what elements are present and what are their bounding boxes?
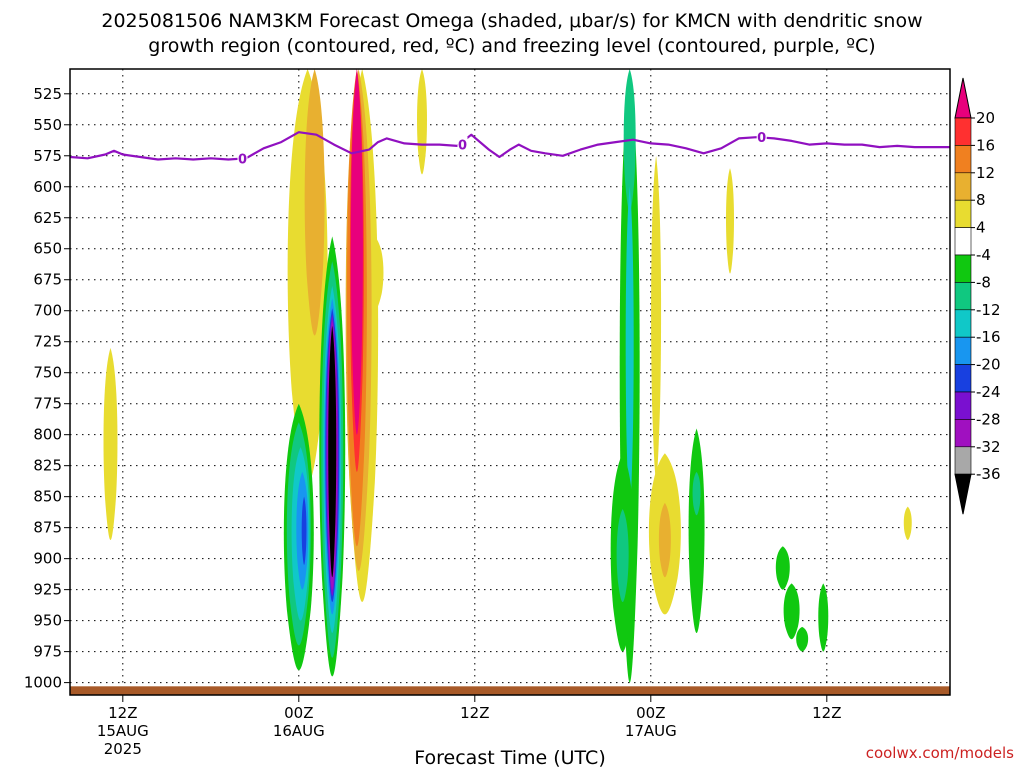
colorbar-segment — [954, 364, 972, 393]
y-tick-label: 875 — [33, 519, 62, 537]
y-tick-label: 950 — [33, 612, 62, 630]
y-tick-label: 550 — [33, 116, 62, 134]
y-tick-label: 675 — [33, 271, 62, 289]
colorbar-label: -12 — [976, 301, 1001, 319]
colorbar-label: -32 — [976, 438, 1001, 456]
omega-region — [103, 347, 118, 541]
plot-area: 0 0 0 — [70, 69, 950, 695]
x-tick-year: 2025 — [104, 740, 142, 758]
y-tick-label: 850 — [33, 488, 62, 506]
omega-region — [796, 626, 809, 652]
freezing-level-label-bg — [457, 136, 468, 152]
x-tick-label: 12Z — [108, 704, 137, 722]
y-tick-label: 800 — [33, 426, 62, 444]
x-axis-label: Forecast Time (UTC) — [414, 747, 605, 768]
colorbar-label: 12 — [976, 164, 995, 182]
omega-region — [688, 428, 705, 634]
colorbar-segment — [954, 446, 972, 475]
x-tick-date: 16AUG — [273, 722, 325, 740]
omega-region — [651, 155, 662, 479]
x-tick-label: 00Z — [636, 704, 665, 722]
pressure-axis: 525 550 575 600 625 650 675 700 725 750 775 800 825 8… — [24, 85, 70, 692]
x-tick-label: 12Z — [460, 704, 489, 722]
y-tick-label: 525 — [33, 85, 62, 103]
y-tick-label: 975 — [33, 643, 62, 661]
omega-region — [783, 583, 800, 640]
colorbar-segment — [954, 145, 972, 174]
y-tick-label: 775 — [33, 395, 62, 413]
y-tick-label: 925 — [33, 581, 62, 599]
y-tick-label: 750 — [33, 364, 62, 382]
y-tick-label: 700 — [33, 302, 62, 320]
colorbar-segment — [954, 309, 972, 338]
y-tick-label: 725 — [33, 333, 62, 351]
chart-title-line-1: 2025081506 NAM3KM Forecast Omega (shaded… — [101, 10, 922, 32]
credit-text: coolwx.com/models — [866, 744, 1014, 762]
chart-title-line-2: growth region (contoured, red, ºC) and f… — [148, 35, 875, 57]
colorbar-top-arrow — [954, 77, 972, 119]
omega-region — [350, 69, 363, 435]
colorbar-label: -20 — [976, 356, 1001, 374]
grid-lines — [70, 69, 950, 695]
plot-frame — [69, 68, 951, 696]
colorbar-segment — [954, 254, 972, 283]
freezing-level-label-bg — [756, 129, 767, 145]
omega-region — [301, 496, 307, 565]
colorbar-label: -8 — [976, 273, 991, 291]
x-tick-label: 00Z — [284, 704, 313, 722]
x-tick-label: 12Z — [812, 704, 841, 722]
freezing-level-label: 0 — [458, 139, 467, 154]
colorbar-bottom-arrow — [954, 473, 972, 515]
colorbar-segment — [954, 391, 972, 420]
freezing-level-label-bg — [237, 150, 248, 166]
colorbar-label: -4 — [976, 246, 991, 264]
omega-region — [658, 502, 671, 578]
omega-region — [328, 325, 337, 578]
colorbar-label: 8 — [976, 191, 986, 209]
omega-region — [616, 509, 629, 603]
y-tick-label: 600 — [33, 178, 62, 196]
colorbar-segment — [954, 336, 972, 365]
colorbar-segment — [954, 199, 972, 228]
terrain-surface — [70, 686, 950, 695]
y-tick-label: 900 — [33, 550, 62, 568]
y-tick-label: 650 — [33, 240, 62, 258]
omega-region — [775, 546, 790, 590]
y-tick-label: 625 — [33, 209, 62, 227]
omega-region — [417, 69, 427, 175]
colorbar-segment — [954, 282, 972, 311]
omega-shading — [103, 69, 912, 683]
colorbar-segment — [954, 419, 972, 448]
omega-region — [903, 506, 912, 541]
y-tick-label: 575 — [33, 147, 62, 165]
freezing-level-line — [70, 131, 950, 161]
omega-region — [625, 186, 634, 510]
y-tick-label: 1000 — [24, 674, 62, 692]
colorbar-label: -28 — [976, 410, 1001, 428]
colorbar-label: 4 — [976, 219, 986, 237]
freezing-level-label: 0 — [238, 152, 247, 167]
colorbar-label: 16 — [976, 136, 995, 154]
colorbar: 20 16 12 8 4 -4 -8 -12 -16 -20 -24 -28 -32 -36 — [954, 77, 1001, 515]
colorbar-label: -16 — [976, 328, 1001, 346]
freezing-level-label: 0 — [757, 131, 766, 146]
x-tick-date: 17AUG — [625, 722, 677, 740]
colorbar-segment — [954, 117, 972, 146]
colorbar-label: 20 — [976, 109, 995, 127]
omega-region — [692, 471, 701, 516]
freezing-level-contour: 0 0 0 — [70, 129, 950, 167]
colorbar-label: -24 — [976, 383, 1001, 401]
colorbar-segment — [954, 227, 972, 256]
omega-region — [818, 583, 829, 652]
colorbar-label: -36 — [976, 465, 1001, 483]
omega-region — [726, 168, 734, 274]
colorbar-segment — [954, 172, 972, 201]
x-tick-date: 15AUG — [97, 722, 149, 740]
y-tick-label: 825 — [33, 457, 62, 475]
